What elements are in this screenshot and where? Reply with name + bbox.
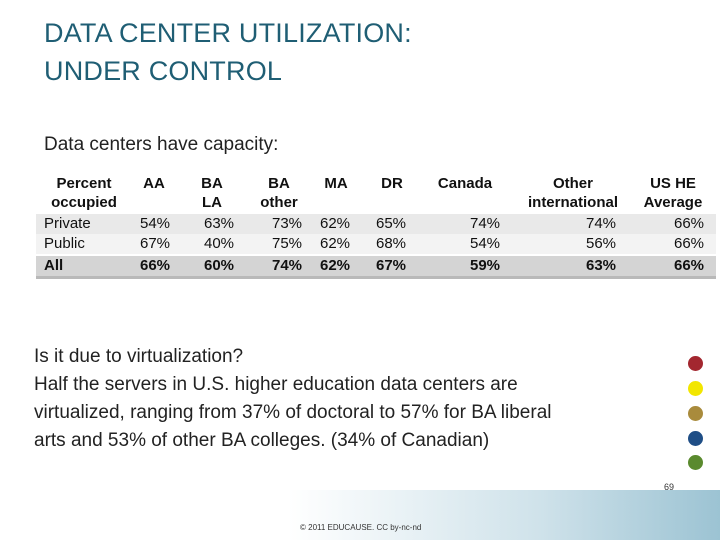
- subtitle: Data centers have capacity:: [44, 134, 279, 155]
- title-line-2: UNDER CONTROL: [44, 56, 283, 86]
- cell-public-aa: 67%: [140, 235, 171, 252]
- cell-public-canada: 54%: [470, 235, 501, 252]
- header-percent-occupied: Percent occupied: [51, 175, 117, 211]
- cell-private-ma: 62%: [320, 215, 351, 232]
- tan-dot-icon: [688, 406, 703, 421]
- header-dr: DR: [381, 175, 403, 192]
- cell-private-ba-la: 63%: [204, 215, 235, 232]
- body-line-3: virtualized, ranging from 37% of doctora…: [34, 402, 552, 423]
- header-aa: AA: [143, 175, 165, 192]
- cell-private-dr: 65%: [376, 215, 407, 232]
- cell-all-other-international: 63%: [586, 257, 617, 274]
- cell-private-other-international: 74%: [586, 215, 617, 232]
- table-row-band-public: [36, 234, 716, 254]
- cell-private-canada: 74%: [470, 215, 501, 232]
- blue-dot-icon: [688, 431, 703, 446]
- cell-private-ba-other: 73%: [272, 215, 303, 232]
- header-ba-la: BA LA: [201, 175, 223, 211]
- title-line-1: DATA CENTER UTILIZATION:: [44, 18, 412, 48]
- cell-public-ba-other: 75%: [272, 235, 303, 252]
- body-line-2: Half the servers in U.S. higher educatio…: [34, 374, 518, 395]
- cell-all-aa: 66%: [140, 257, 171, 274]
- row-label-all: All: [44, 257, 64, 274]
- row-label-public: Public: [44, 235, 85, 252]
- copyright-notice: © 2011 EDUCAUSE. CC by-nc-nd: [300, 523, 422, 532]
- slide-title: DATA CENTER UTILIZATION: UNDER CONTROL: [44, 14, 684, 90]
- cell-public-other-international: 56%: [586, 235, 617, 252]
- cell-public-us-he-average: 66%: [674, 235, 705, 252]
- cell-private-aa: 54%: [140, 215, 171, 232]
- table-header-background: [36, 172, 716, 214]
- table-row-band-private: [36, 214, 716, 234]
- cell-all-us-he-average: 66%: [674, 257, 705, 274]
- cell-public-ma: 62%: [320, 235, 351, 252]
- header-other-international: Other international: [527, 175, 618, 211]
- cell-all-ba-la: 60%: [204, 257, 235, 274]
- header-canada: Canada: [437, 175, 493, 192]
- body-line-4: arts and 53% of other BA colleges. (34% …: [34, 430, 490, 451]
- cell-private-us-he-average: 66%: [674, 215, 705, 232]
- header-ba-other: BA other: [260, 175, 298, 211]
- footer-bar: [0, 490, 720, 540]
- cell-all-ba-other: 74%: [272, 257, 303, 274]
- cell-all-dr: 67%: [376, 257, 407, 274]
- row-label-private: Private: [44, 215, 91, 232]
- red-dot-icon: [688, 356, 703, 371]
- header-us-he-average: US HE Average: [643, 175, 703, 211]
- table-row-band-all: [36, 256, 716, 276]
- table-bottom-rule: [36, 276, 716, 279]
- cell-all-canada: 59%: [470, 257, 501, 274]
- occupancy-table: Percent occupied AA BA LA BA other MA DR…: [36, 172, 716, 280]
- cell-public-ba-la: 40%: [204, 235, 235, 252]
- green-dot-icon: [688, 455, 703, 470]
- cell-public-dr: 68%: [376, 235, 407, 252]
- page-number: 69: [664, 482, 675, 492]
- cell-all-ma: 62%: [320, 257, 351, 274]
- body-line-1: Is it due to virtualization?: [34, 346, 244, 367]
- body-paragraph: Is it due to virtualization? Half the se…: [34, 343, 694, 455]
- yellow-dot-icon: [688, 381, 703, 396]
- header-ma: MA: [324, 175, 348, 192]
